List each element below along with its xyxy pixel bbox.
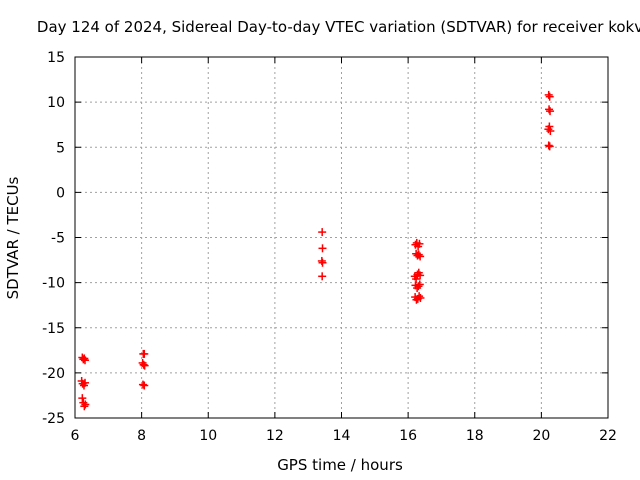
x-tick-label: 18 [466,428,484,444]
y-tick-label: -25 [42,411,65,427]
data-point [415,239,424,248]
point-layer [77,90,555,411]
data-point [80,402,89,411]
chart-title: Day 124 of 2024, Sidereal Day-to-day VTE… [37,18,640,36]
data-point [415,292,424,301]
y-axis-label: SDTVAR / TECUs [4,176,22,299]
grid-layer [75,57,608,418]
data-point [544,90,553,99]
x-tick-label: 22 [599,428,617,444]
data-point [80,356,89,365]
data-point [140,349,149,358]
data-point [416,252,425,261]
data-point [416,271,425,280]
data-point [546,127,555,136]
data-point [81,400,90,409]
x-tick-label: 14 [333,428,351,444]
data-point [416,293,425,302]
data-point [138,380,147,389]
data-point [414,282,423,291]
data-point [545,92,554,101]
data-point [545,142,554,151]
data-point [80,378,89,387]
y-tick-label: 10 [47,95,65,111]
data-point [318,244,327,253]
data-point [318,272,327,281]
data-point [546,107,555,116]
x-tick-label: 20 [532,428,550,444]
x-tick-label: 6 [71,428,80,444]
data-point [414,250,423,259]
x-tick-label: 8 [137,428,146,444]
data-point [318,228,327,237]
data-point [79,355,88,364]
y-tick-label: -5 [51,231,65,247]
data-point [78,394,87,403]
data-point [139,360,148,369]
data-point [318,258,327,267]
y-tick-label: 15 [47,50,65,66]
data-point [140,381,149,390]
data-point [544,141,553,150]
y-tick-label: -15 [42,321,65,337]
y-tick-label: 0 [56,185,65,201]
data-point [415,280,424,289]
x-tick-label: 16 [399,428,417,444]
x-tick-label: 10 [199,428,217,444]
y-tick-label: 5 [56,140,65,156]
data-point [545,105,554,114]
x-tick-label: 12 [266,428,284,444]
data-point [79,398,88,407]
y-tick-label: -10 [42,276,65,292]
data-point [545,122,554,131]
y-tick-label: -20 [42,366,65,382]
x-axis-label: GPS time / hours [277,456,403,474]
data-point [140,361,149,370]
tick-layer: 6 8 10 12 14 16 18 20 22 -25 -20 -15 -10 -5 0 5 10 15 [42,50,617,444]
